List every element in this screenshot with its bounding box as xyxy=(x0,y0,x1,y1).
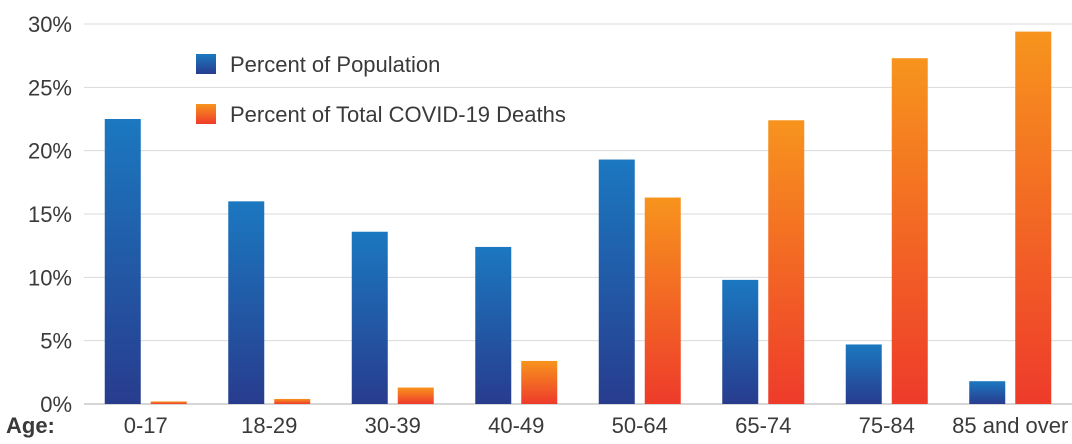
bar-population xyxy=(845,344,882,404)
legend-label-population: Percent of Population xyxy=(230,52,440,77)
y-tick-label: 20% xyxy=(28,139,72,164)
bar-population xyxy=(969,381,1006,404)
x-tick-label: 40-49 xyxy=(488,413,544,438)
y-tick-label: 30% xyxy=(28,12,72,37)
bar-deaths xyxy=(397,387,434,404)
legend-label-deaths: Percent of Total COVID-19 Deaths xyxy=(230,102,566,127)
legend-swatch-population xyxy=(196,54,216,74)
y-tick-label: 5% xyxy=(40,329,72,354)
bar-deaths xyxy=(274,398,311,404)
bar-population xyxy=(598,159,635,404)
bar-population xyxy=(228,201,265,404)
y-tick-label: 10% xyxy=(28,265,72,290)
y-tick-label: 0% xyxy=(40,392,72,417)
bar-deaths xyxy=(150,401,187,404)
x-tick-label: 0-17 xyxy=(124,413,168,438)
bar-deaths xyxy=(1015,31,1052,404)
y-tick-label: 25% xyxy=(28,75,72,100)
bar-population xyxy=(475,246,512,404)
bar-population xyxy=(104,119,141,404)
legend-swatch-deaths xyxy=(196,104,216,124)
bar-deaths xyxy=(768,120,805,405)
x-tick-label: 75-84 xyxy=(859,413,915,438)
x-tick-label: 18-29 xyxy=(241,413,297,438)
bar-population xyxy=(351,231,388,404)
x-tick-label: 50-64 xyxy=(612,413,668,438)
x-tick-label: 30-39 xyxy=(365,413,421,438)
x-axis-ticks: 0-17 18-29 30-39 40-49 50-64 65-74 75-84 85 and… xyxy=(124,413,1069,438)
bar-deaths xyxy=(891,58,928,404)
x-tick-label: 65-74 xyxy=(735,413,791,438)
bars xyxy=(104,31,1052,405)
bar-deaths xyxy=(521,360,558,404)
y-tick-label: 15% xyxy=(28,202,72,227)
y-axis-ticks: 0% 5% 10% 15% 20% 25% 30% xyxy=(28,12,72,417)
bar-deaths xyxy=(644,197,681,404)
x-tick-label: 85 and over xyxy=(952,413,1068,438)
bar-population xyxy=(722,279,759,404)
legend: Percent of Population Percent of Total C… xyxy=(196,52,566,127)
x-axis-label: Age: xyxy=(6,413,55,438)
